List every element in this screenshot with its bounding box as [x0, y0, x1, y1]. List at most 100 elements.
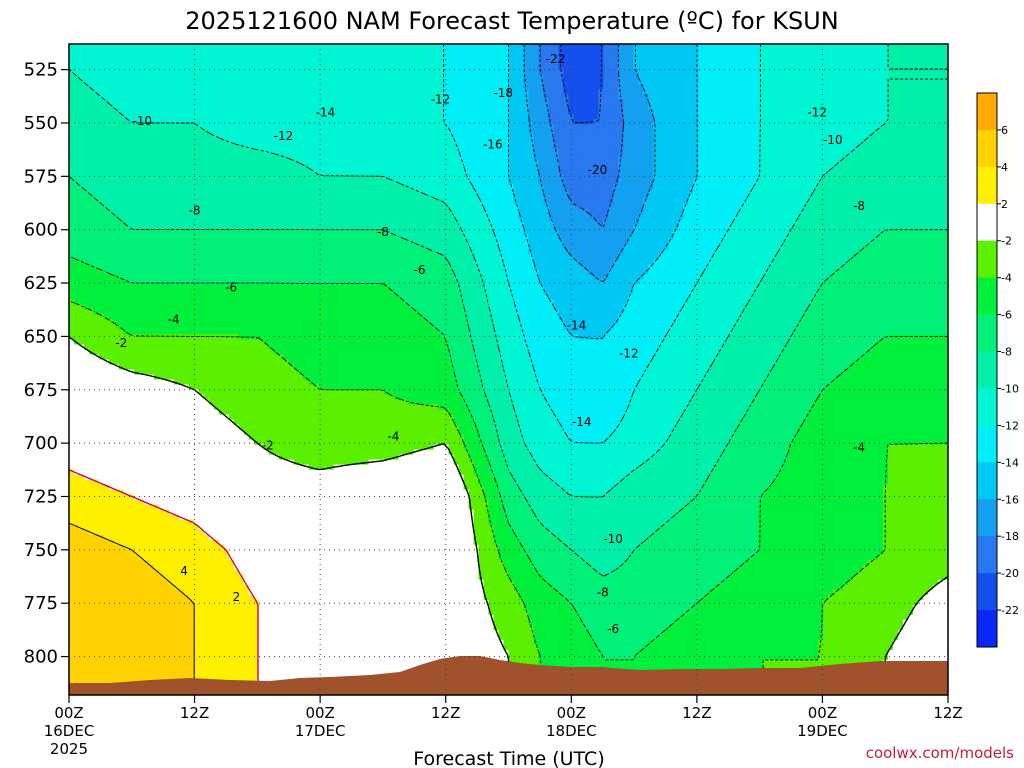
- temperature-cell: [733, 169, 739, 175]
- temperature-cell: [913, 129, 919, 135]
- temperature-cell: [563, 54, 570, 60]
- temperature-cell: [183, 94, 190, 100]
- temperature-cell: [688, 134, 694, 140]
- temperature-cell: [628, 134, 634, 140]
- temperature-cell: [538, 104, 545, 110]
- temperature-cell: [703, 84, 709, 90]
- temperature-cell: [403, 174, 410, 180]
- temperature-cell: [668, 109, 674, 115]
- temperature-cell: [273, 99, 280, 105]
- temperature-cell: [618, 64, 624, 70]
- temperature-cell: [833, 149, 839, 155]
- temperature-cell: [233, 149, 240, 155]
- temperature-cell: [348, 134, 355, 140]
- temperature-cell: [203, 94, 210, 100]
- temperature-cell: [678, 164, 684, 170]
- temperature-cell: [418, 164, 425, 170]
- temperature-cell: [473, 119, 480, 125]
- temperature-cell: [418, 134, 425, 140]
- temperature-cell: [523, 154, 530, 160]
- temperature-cell: [69, 179, 75, 185]
- temperature-cell: [348, 64, 355, 70]
- temperature-cell: [218, 84, 225, 90]
- temperature-cell: [788, 154, 794, 160]
- temperature-cell: [323, 119, 330, 125]
- temperature-cell: [83, 114, 90, 120]
- temperature-cell: [483, 119, 490, 125]
- temperature-cell: [543, 49, 550, 55]
- temperature-cell: [838, 69, 844, 75]
- temperature-cell: [903, 114, 909, 120]
- temperature-cell: [593, 144, 599, 150]
- temperature-cell: [123, 134, 130, 140]
- temperature-cell: [418, 89, 425, 95]
- temperature-cell: [753, 84, 759, 90]
- temperature-cell: [173, 99, 180, 105]
- temperature-cell: [513, 74, 520, 80]
- temperature-cell: [883, 69, 889, 75]
- temperature-cell: [833, 89, 839, 95]
- temperature-cell: [623, 149, 629, 155]
- temperature-cell: [688, 154, 694, 160]
- temperature-cell: [428, 119, 435, 125]
- temperature-cell: [618, 104, 624, 110]
- temperature-cell: [378, 89, 385, 95]
- temperature-cell: [233, 159, 240, 165]
- temperature-cell: [713, 94, 719, 100]
- temperature-cell: [143, 149, 150, 155]
- temperature-cell: [388, 49, 395, 55]
- temperature-cell: [643, 144, 649, 150]
- temperature-cell: [128, 134, 135, 140]
- temperature-cell: [933, 44, 939, 50]
- temperature-cell: [428, 49, 435, 55]
- temperature-cell: [553, 94, 560, 100]
- temperature-cell: [198, 99, 205, 105]
- temperature-cell: [483, 44, 490, 50]
- temperature-cell: [793, 84, 799, 90]
- temperature-cell: [498, 119, 505, 125]
- temperature-cell: [793, 154, 799, 160]
- temperature-cell: [233, 174, 240, 180]
- temperature-cell: [378, 184, 385, 190]
- temperature-cell: [208, 184, 215, 190]
- temperature-cell: [618, 89, 624, 95]
- temperature-cell: [193, 89, 200, 95]
- temperature-cell: [333, 184, 340, 190]
- temperature-cell: [553, 119, 560, 125]
- temperature-cell: [113, 94, 120, 100]
- temperature-cell: [208, 139, 215, 145]
- temperature-cell: [528, 114, 535, 120]
- temperature-cell: [328, 174, 335, 180]
- temperature-cell: [873, 79, 879, 85]
- temperature-cell: [518, 74, 525, 80]
- temperature-cell: [178, 44, 185, 50]
- temperature-cell: [158, 149, 165, 155]
- temperature-cell: [298, 159, 305, 165]
- temperature-cell: [648, 134, 654, 140]
- temperature-cell: [548, 134, 555, 140]
- temperature-cell: [818, 64, 824, 70]
- temperature-cell: [463, 124, 470, 130]
- temperature-cell: [358, 54, 365, 60]
- temperature-cell: [528, 154, 535, 160]
- temperature-cell: [93, 104, 100, 110]
- temperature-cell: [393, 134, 400, 140]
- temperature-cell: [378, 74, 385, 80]
- temperature-cell: [833, 114, 839, 120]
- temperature-cell: [633, 149, 639, 155]
- temperature-cell: [153, 59, 160, 65]
- temperature-cell: [383, 94, 390, 100]
- temperature-cell: [488, 174, 495, 180]
- temperature-cell: [253, 109, 260, 115]
- temperature-cell: [718, 59, 724, 65]
- temperature-cell: [183, 124, 190, 130]
- temperature-cell: [363, 139, 370, 145]
- temperature-cell: [588, 109, 594, 115]
- temperature-cell: [488, 59, 495, 65]
- temperature-cell: [828, 144, 834, 150]
- temperature-cell: [73, 64, 80, 70]
- temperature-cell: [563, 179, 570, 185]
- temperature-cell: [113, 114, 120, 120]
- temperature-cell: [103, 154, 110, 160]
- temperature-cell: [708, 159, 714, 165]
